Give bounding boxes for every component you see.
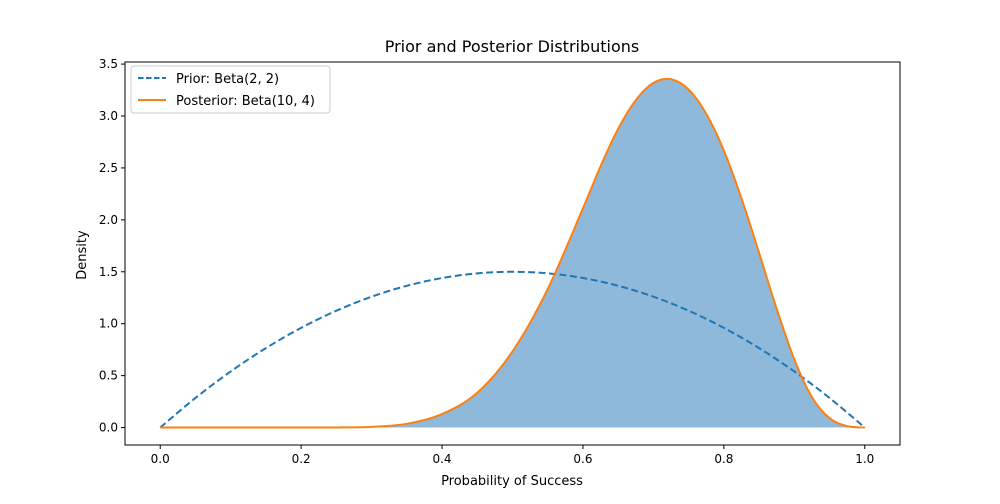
x-tick-label: 0.8	[714, 452, 733, 466]
chart-title: Prior and Posterior Distributions	[385, 37, 640, 56]
legend-posterior-label: Posterior: Beta(10, 4)	[176, 94, 315, 109]
y-tick-label: 1.5	[99, 265, 118, 279]
prior-series-line	[159, 270, 866, 429]
y-axis-label: Density	[75, 230, 90, 280]
y-tick-label: 0.5	[99, 369, 118, 383]
x-tick-label: 0.0	[151, 452, 170, 466]
y-tick-label: 3.5	[99, 57, 118, 71]
series-line-layer	[159, 77, 866, 429]
x-tick-label: 0.4	[432, 452, 451, 466]
x-tick-label: 1.0	[855, 452, 874, 466]
y-tick-label: 0.0	[99, 421, 118, 435]
x-tick-label: 0.6	[573, 452, 592, 466]
y-tick-label: 1.0	[99, 317, 118, 331]
x-axis-ticks: 0.0 0.2 0.4 0.6 0.8 1.0	[151, 445, 874, 466]
y-axis-ticks: 0.0 0.5 1.0 1.5 2.0 2.5 3.0 3.5	[99, 57, 125, 435]
posterior-fill-layer	[160, 78, 865, 428]
x-axis-label: Probability of Success	[441, 474, 583, 489]
y-tick-label: 3.0	[99, 109, 118, 123]
y-tick-label: 2.0	[99, 213, 118, 227]
legend-prior-label: Prior: Beta(2, 2)	[176, 72, 279, 87]
legend: Prior: Beta(2, 2) Posterior: Beta(10, 4)	[130, 65, 331, 114]
posterior-area-fill	[160, 78, 865, 428]
x-tick-label: 0.2	[292, 452, 311, 466]
plot-frame	[124, 61, 901, 446]
posterior-series-line	[160, 77, 865, 429]
legend-box	[130, 65, 331, 114]
y-tick-label: 2.5	[99, 161, 118, 175]
